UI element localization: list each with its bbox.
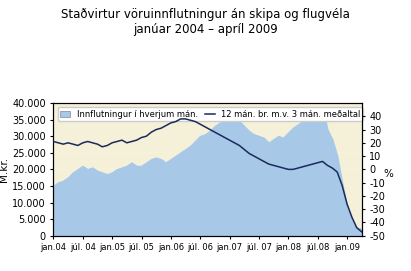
Text: Staðvirtur vöruinnflutningur án skipa og flugvéla
janúar 2004 – apríl 2009: Staðvirtur vöruinnflutningur án skipa og…	[61, 8, 350, 36]
Legend: Innflutningur í hverjum mán., 12 mán. br. m.v. 3 mán. meðaltal: Innflutningur í hverjum mán., 12 mán. br…	[58, 107, 363, 121]
Y-axis label: M.kr.: M.kr.	[0, 157, 9, 182]
Y-axis label: %: %	[383, 169, 393, 179]
